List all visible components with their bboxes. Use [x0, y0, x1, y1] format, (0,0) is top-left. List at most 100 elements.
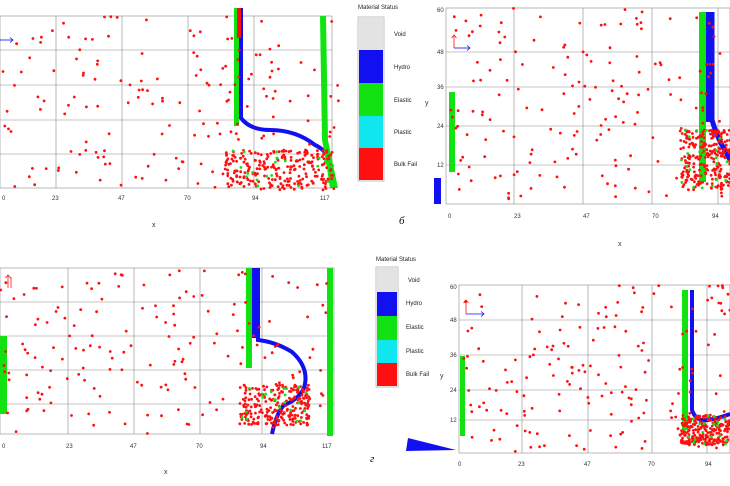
particle: [623, 8, 627, 12]
legend-top-title: Material Status: [358, 5, 398, 11]
particle: [589, 429, 592, 432]
particle: [274, 160, 277, 164]
particle: [213, 185, 217, 189]
particle: [595, 138, 599, 142]
particle: [717, 301, 721, 305]
particle: [251, 387, 254, 390]
particle: [237, 138, 240, 141]
particle: [691, 142, 695, 145]
particle: [289, 408, 292, 412]
particle: [270, 60, 273, 64]
particle: [675, 176, 678, 180]
particle: [456, 109, 460, 113]
particle: [245, 413, 248, 416]
particle: [247, 322, 251, 325]
particle: [207, 134, 210, 138]
particle: [685, 134, 689, 138]
particle: [699, 174, 703, 178]
panel-d-ytick-0: 60: [450, 285, 457, 291]
particle: [719, 301, 723, 305]
particle: [465, 366, 468, 370]
particle: [484, 138, 488, 142]
particle: [283, 421, 287, 425]
particle: [283, 401, 287, 404]
panel-d-xtick-4: 94: [705, 462, 712, 468]
particle: [293, 417, 297, 420]
particle: [656, 160, 660, 163]
particle: [690, 367, 694, 371]
particle: [291, 376, 295, 380]
particle: [306, 315, 309, 319]
particle: [538, 445, 541, 449]
particle: [701, 145, 704, 149]
particle: [690, 437, 694, 440]
particle: [287, 179, 291, 183]
particle: [708, 437, 712, 441]
particle: [721, 440, 725, 444]
particle: [263, 414, 267, 418]
particle: [255, 403, 259, 407]
particle: [275, 403, 278, 407]
particle: [172, 312, 176, 316]
particle: [244, 396, 248, 400]
panel-b-hydro-left: [434, 178, 441, 204]
particle: [289, 149, 293, 153]
particle: [558, 409, 562, 413]
particle: [232, 159, 235, 163]
particle: [680, 181, 684, 184]
particle: [246, 169, 250, 173]
particle: [282, 187, 286, 191]
particle: [516, 87, 520, 91]
particle: [262, 384, 265, 388]
particle: [725, 172, 729, 176]
particle: [336, 84, 339, 87]
particle: [249, 405, 253, 409]
particle: [96, 104, 100, 108]
legend-bottom-label-bulk-fail: Bulk Fail: [406, 372, 429, 378]
particle: [585, 53, 589, 57]
particle: [687, 428, 691, 432]
particle: [480, 113, 484, 117]
particle: [469, 179, 473, 183]
particle: [243, 272, 247, 276]
particle: [255, 397, 259, 401]
particle: [192, 335, 196, 339]
particle: [278, 381, 281, 385]
particle: [289, 168, 292, 171]
particle: [713, 131, 717, 134]
particle: [81, 73, 85, 77]
panel-d-axis-icon: [463, 299, 485, 317]
particle: [242, 405, 246, 408]
particle: [265, 385, 269, 389]
particle: [337, 99, 340, 103]
particle: [252, 334, 256, 337]
particle: [681, 414, 685, 417]
particle: [289, 177, 292, 180]
particle: [470, 435, 474, 439]
particle: [698, 150, 702, 154]
particle: [275, 409, 279, 413]
particle: [685, 431, 688, 435]
particle: [328, 135, 332, 138]
particle: [300, 186, 304, 190]
particle: [702, 178, 706, 182]
particle: [535, 295, 539, 298]
particle: [123, 422, 127, 426]
particle: [177, 408, 180, 411]
particle: [245, 175, 248, 179]
particle: [609, 391, 613, 395]
particle: [81, 366, 85, 370]
particle: [33, 356, 37, 359]
panel-c-xtick-5: 117: [322, 444, 332, 450]
panel-a-xtick-0: 0: [2, 196, 6, 202]
particle: [243, 391, 247, 395]
particle: [129, 344, 133, 348]
particle: [1, 70, 5, 73]
particle: [714, 156, 718, 160]
particle: [264, 400, 268, 403]
particle: [633, 186, 637, 190]
particle: [451, 115, 454, 119]
particle: [242, 150, 246, 154]
particle: [642, 341, 645, 345]
particle: [248, 149, 252, 153]
